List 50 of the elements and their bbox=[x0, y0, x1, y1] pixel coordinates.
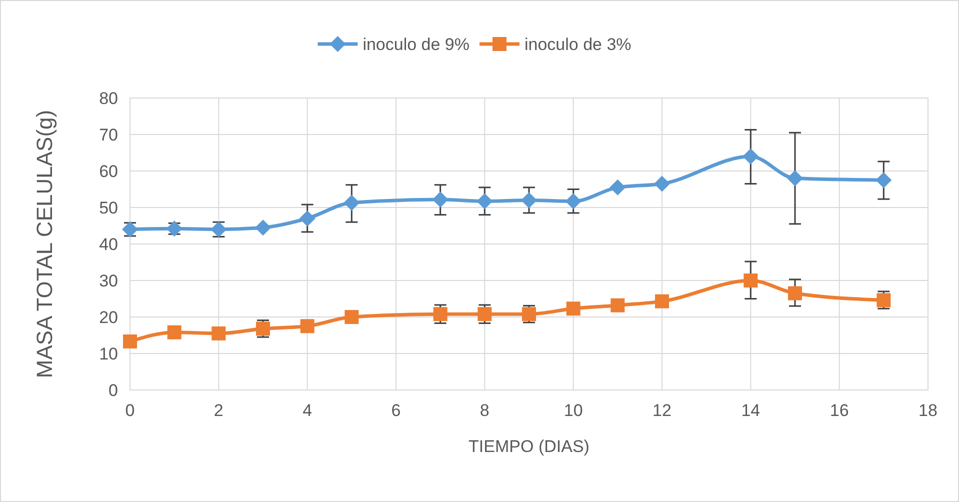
point bbox=[522, 307, 536, 322]
point bbox=[167, 325, 182, 340]
point bbox=[521, 192, 537, 208]
y-tick-label: 80 bbox=[99, 88, 118, 108]
point bbox=[300, 319, 314, 334]
y-axis-title: MASA TOTAL CELULAS(g) bbox=[32, 110, 57, 378]
point bbox=[788, 286, 802, 300]
x-tick-label: 10 bbox=[564, 401, 583, 420]
x-tick-label: 12 bbox=[652, 401, 672, 420]
point bbox=[255, 220, 271, 236]
point bbox=[876, 172, 892, 188]
point bbox=[566, 302, 580, 316]
point bbox=[122, 221, 138, 238]
point bbox=[655, 294, 669, 308]
x-tick-label: 18 bbox=[918, 401, 938, 420]
point bbox=[654, 176, 670, 192]
point bbox=[212, 326, 226, 340]
legend-label: inoculo de 3% bbox=[524, 34, 632, 54]
point bbox=[433, 307, 448, 322]
point bbox=[787, 170, 803, 186]
point bbox=[744, 274, 758, 288]
point bbox=[610, 298, 625, 312]
y-tick-label: 0 bbox=[108, 380, 118, 400]
y-tick-label: 60 bbox=[99, 162, 118, 181]
point bbox=[565, 193, 582, 210]
y-tick-label: 30 bbox=[99, 271, 118, 290]
y-tick-label: 20 bbox=[99, 308, 118, 327]
legend-label: inoculo de 9% bbox=[362, 34, 470, 54]
x-tick-label: 6 bbox=[391, 401, 401, 420]
point bbox=[876, 293, 891, 308]
y-tick-label: 40 bbox=[99, 234, 118, 254]
y-tick-label: 10 bbox=[99, 344, 118, 364]
point bbox=[344, 310, 359, 324]
x-tick-label: 16 bbox=[830, 401, 849, 420]
point bbox=[299, 210, 316, 226]
point bbox=[432, 191, 448, 208]
point bbox=[610, 179, 626, 196]
x-tick-label: 8 bbox=[480, 401, 490, 420]
x-axis-title: TIEMPO (DIAS) bbox=[468, 437, 590, 456]
point bbox=[742, 148, 759, 164]
point bbox=[476, 193, 493, 210]
y-tick-label: 50 bbox=[99, 198, 118, 218]
point bbox=[344, 194, 360, 211]
x-tick-label: 0 bbox=[125, 401, 135, 420]
point bbox=[478, 307, 492, 322]
x-tick-label: 14 bbox=[741, 401, 760, 420]
y-tick-label: 70 bbox=[99, 125, 118, 144]
point bbox=[123, 334, 137, 348]
x-tick-label: 2 bbox=[214, 401, 224, 420]
x-tick-label: 4 bbox=[302, 401, 312, 420]
